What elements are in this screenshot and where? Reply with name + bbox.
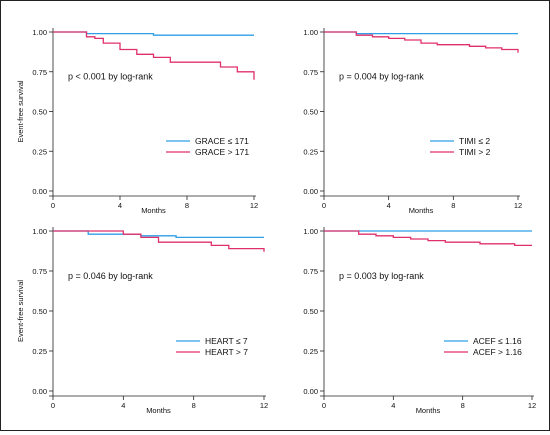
y-tick-label: 1.00 <box>32 28 47 37</box>
y-tick-label: 0.00 <box>303 187 318 196</box>
legend-label-2: ACEF > 1.16 <box>473 347 522 357</box>
y-axis-title: Event-free survival <box>16 280 25 342</box>
x-tick-label: 0 <box>51 401 55 410</box>
y-tick-label: 0.00 <box>303 387 318 396</box>
x-tick-label: 4 <box>121 401 125 410</box>
p-value-annotation: p = 0.046 by log-rank <box>68 271 153 281</box>
series-line-2 <box>53 31 255 80</box>
x-axis-title: Months <box>146 406 171 415</box>
x-tick-label: 4 <box>391 401 395 410</box>
p-value-annotation: p = 0.004 by log-rank <box>339 72 424 82</box>
y-tick-label: 0.25 <box>32 347 47 356</box>
y-tick-label: 0.50 <box>303 108 318 117</box>
y-tick-label: 0.75 <box>303 267 318 276</box>
panel-4: 0.00 0.25 0.50 0.75 1.00 0 4 8 12 Months p = 0.003… <box>303 227 536 415</box>
y-tick-label: 1.00 <box>303 28 318 37</box>
x-axis-title: Months <box>141 206 166 215</box>
x-tick-label: 8 <box>192 401 196 410</box>
y-tick-label: 0.50 <box>32 307 47 316</box>
panel-1: 0.00 0.25 0.50 0.75 1.00 0 4 8 12 Months Event-fre… <box>16 28 258 215</box>
series-line-2 <box>324 230 532 247</box>
x-tick-label: 8 <box>461 401 465 410</box>
p-value-annotation: p < 0.001 by log-rank <box>68 72 153 82</box>
x-tick-label: 0 <box>322 401 326 410</box>
x-tick-label: 12 <box>260 401 268 410</box>
p-value-annotation: p = 0.003 by log-rank <box>339 271 424 281</box>
x-tick-label: 8 <box>451 201 455 210</box>
x-tick-label: 0 <box>51 201 55 210</box>
legend-label-1: GRACE ≤ 171 <box>195 136 249 146</box>
legend-label-2: TIMI > 2 <box>459 147 491 157</box>
x-tick-label: 12 <box>250 201 258 210</box>
legend-label-1: TIMI ≤ 2 <box>459 136 490 146</box>
y-tick-label: 0.50 <box>303 307 318 316</box>
x-tick-label: 4 <box>118 201 122 210</box>
panel-3: 0.00 0.25 0.50 0.75 1.00 0 4 8 12 Months Event-fre… <box>16 227 268 415</box>
x-axis-title: Months <box>416 406 441 415</box>
y-tick-label: 0.25 <box>32 147 47 156</box>
legend-label-2: HEART > 7 <box>205 347 248 357</box>
legend-label-1: ACEF ≤ 1.16 <box>473 336 522 346</box>
y-tick-label: 0.00 <box>32 187 47 196</box>
y-tick-label: 1.00 <box>303 227 318 236</box>
series-line-2 <box>53 230 265 252</box>
legend-label-2: GRACE > 171 <box>195 147 249 157</box>
x-axis-title: Months <box>409 206 434 215</box>
y-tick-label: 1.00 <box>32 227 47 236</box>
x-tick-label: 8 <box>185 201 189 210</box>
panel-2: 0.00 0.25 0.50 0.75 1.00 0 4 8 12 Months p = 0.004… <box>303 28 522 215</box>
x-tick-label: 12 <box>514 201 522 210</box>
y-tick-label: 0.25 <box>303 147 318 156</box>
series-line-2 <box>324 31 519 53</box>
x-tick-label: 4 <box>387 201 391 210</box>
y-tick-label: 0.00 <box>32 387 47 396</box>
legend-label-1: HEART ≤ 7 <box>205 336 248 346</box>
y-tick-label: 0.75 <box>32 68 47 77</box>
y-axis-title: Event-free survival <box>16 80 25 142</box>
series-line-1 <box>53 230 264 239</box>
x-tick-label: 0 <box>322 201 326 210</box>
y-tick-label: 0.75 <box>32 267 47 276</box>
y-tick-label: 0.25 <box>303 347 318 356</box>
x-tick-label: 12 <box>528 401 536 410</box>
y-tick-label: 0.50 <box>32 108 47 117</box>
y-tick-label: 0.75 <box>303 68 318 77</box>
